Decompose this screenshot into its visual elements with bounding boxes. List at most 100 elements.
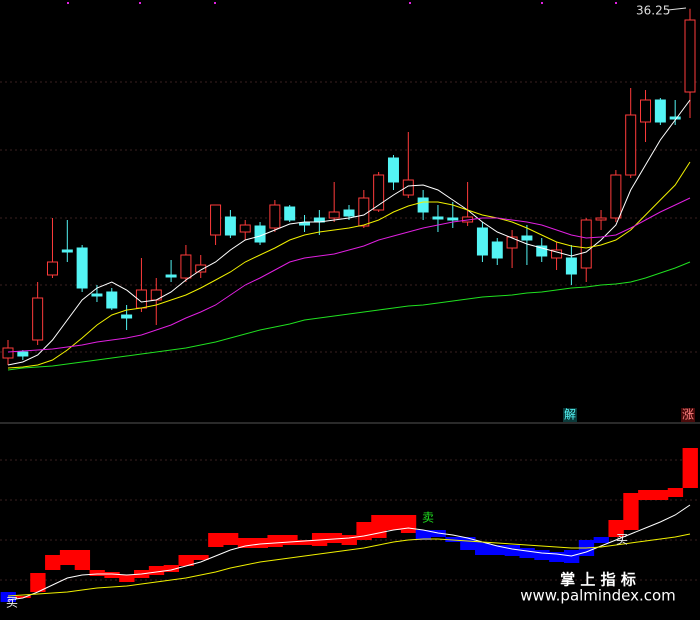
- candle-body: [610, 174, 622, 219]
- candle-body: [595, 217, 607, 221]
- block: [104, 572, 120, 578]
- block: [297, 540, 313, 545]
- dot: [67, 2, 69, 4]
- candle-body: [521, 235, 533, 241]
- block: [623, 493, 639, 530]
- block: [208, 533, 224, 547]
- block: [563, 550, 580, 563]
- block: [652, 490, 669, 500]
- candle-body: [91, 293, 103, 297]
- block: [534, 550, 550, 560]
- block: [15, 596, 31, 598]
- block: [504, 545, 520, 556]
- candle-body: [625, 114, 637, 176]
- block: [371, 515, 387, 538]
- dot: [615, 2, 617, 4]
- candle-body: [121, 314, 133, 319]
- block: [326, 533, 343, 543]
- block: [148, 566, 165, 575]
- candle-body: [106, 291, 118, 309]
- candle-body: [447, 217, 459, 221]
- line: [7, 533, 691, 597]
- block: [638, 490, 654, 500]
- block: [682, 448, 698, 488]
- block: [59, 550, 76, 565]
- block: [445, 537, 461, 542]
- candle-body: [76, 247, 88, 289]
- line: [7, 197, 691, 353]
- candle-body: [284, 206, 296, 221]
- block: [475, 542, 491, 555]
- block: [30, 573, 46, 592]
- candle-body: [580, 219, 592, 269]
- candle-body: [417, 197, 429, 213]
- block: [593, 537, 609, 543]
- block: [237, 538, 254, 548]
- line: [7, 261, 691, 371]
- block: [119, 575, 135, 582]
- candle-body: [343, 209, 355, 217]
- signal-box: [681, 408, 695, 422]
- dot: [139, 2, 141, 4]
- candle-body: [239, 224, 251, 233]
- signal: 买: [6, 596, 18, 610]
- candle-body: [195, 264, 207, 273]
- block: [222, 533, 239, 545]
- block: [608, 520, 624, 537]
- block: [74, 550, 91, 570]
- watermark-url: www.palmindex.com: [520, 587, 676, 605]
- signal: 涨: [682, 407, 694, 422]
- top-dots: [67, 2, 617, 4]
- candle-body: [684, 19, 696, 93]
- candle-body: [565, 257, 577, 275]
- block: [460, 537, 476, 550]
- candle-body: [210, 204, 222, 236]
- candle-body: [254, 225, 266, 243]
- candle-body: [536, 245, 548, 257]
- block: [267, 535, 283, 547]
- block: [45, 555, 61, 570]
- candle-body: [46, 261, 58, 276]
- block: [89, 570, 105, 576]
- candle-body: [669, 116, 681, 120]
- candle-body: [299, 222, 311, 226]
- block: [341, 535, 357, 545]
- block: [252, 538, 268, 548]
- block: [519, 548, 535, 558]
- candle-body: [17, 351, 29, 357]
- candle-body: [269, 204, 281, 229]
- signal: 卖: [422, 511, 434, 525]
- candle-body: [358, 197, 370, 227]
- candle-body: [506, 236, 518, 249]
- candle-body: [165, 274, 177, 278]
- block: [163, 565, 179, 572]
- candle-body: [654, 99, 666, 123]
- block: [667, 488, 684, 497]
- signal: 买: [616, 533, 628, 547]
- block: [193, 555, 209, 560]
- signal-box: [563, 408, 577, 422]
- candle-body: [387, 157, 399, 183]
- candle-body: [432, 216, 444, 220]
- line: [7, 99, 691, 366]
- block: [0, 592, 16, 602]
- candle-body: [373, 174, 385, 211]
- block: [356, 522, 372, 540]
- candle-body: [2, 347, 14, 359]
- block: [178, 555, 194, 566]
- watermark-title: 掌 上 指 标: [560, 571, 636, 589]
- block: [282, 535, 298, 545]
- candle-body: [402, 179, 414, 196]
- line: [7, 161, 691, 369]
- candle-body: [328, 211, 340, 219]
- block: [489, 545, 506, 555]
- high-pointer: [667, 7, 687, 11]
- block: [549, 552, 565, 562]
- candle-body: [476, 227, 488, 256]
- candle-body: [32, 297, 44, 341]
- block: [400, 515, 417, 533]
- line: [7, 504, 691, 601]
- candle-body: [491, 241, 503, 259]
